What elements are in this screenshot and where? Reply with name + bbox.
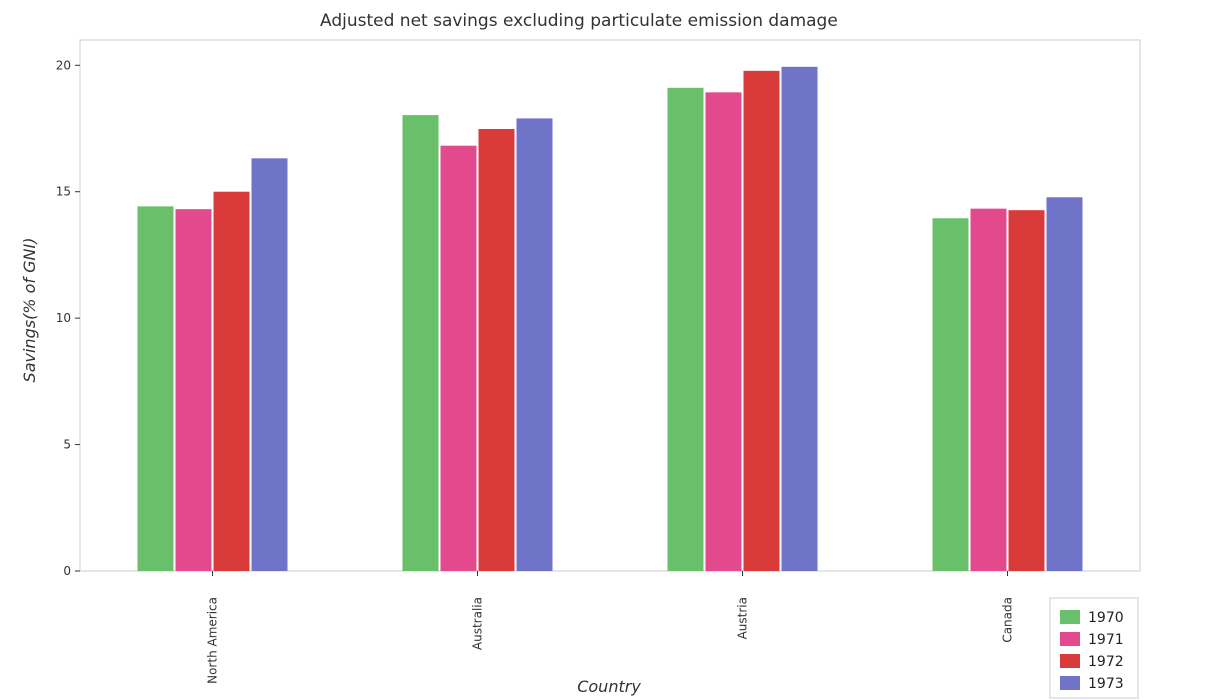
plot-area: 0 5 10 15 20 North America Australia Austria Can… [56,39,1141,684]
y-axis-label: Savings(% of GNI) [20,238,39,383]
legend-swatch [1060,676,1080,690]
bar [667,87,704,571]
chart-title: Adjusted net savings excluding particula… [320,11,838,31]
legend-swatch [1060,632,1080,646]
y-tick-label: 5 [63,438,71,452]
x-axis-label: Country [577,677,641,696]
bar [251,158,288,571]
y-tick-label: 0 [63,564,71,578]
bar [1046,197,1083,571]
x-tick-label: Austria [736,597,750,639]
x-tick-label: Australia [471,597,485,650]
bar [516,118,553,571]
bar [705,92,742,571]
x-tick-label: North America [206,597,220,684]
bar [402,115,439,571]
y-tick-label: 15 [56,185,71,199]
legend-swatch [1060,654,1080,668]
bar [213,191,250,571]
legend-label: 1970 [1088,610,1124,626]
legend-label: 1973 [1088,676,1124,692]
legend: 1970 1971 1972 1973 [1049,597,1139,699]
legend-label: 1972 [1088,654,1124,670]
bar [743,70,780,571]
x-tick-label: Canada [1001,597,1015,643]
bar [478,129,515,571]
bar [137,206,174,571]
legend-label: 1971 [1088,632,1124,648]
plot-frame [79,39,1141,572]
y-tick-label: 20 [56,58,71,72]
bar [781,66,818,571]
legend-swatch [1060,610,1080,624]
bar [970,208,1007,572]
y-tick-label: 10 [56,311,71,325]
bar [932,218,969,571]
bar [1008,210,1045,571]
bar [440,145,477,572]
bar [175,209,212,571]
